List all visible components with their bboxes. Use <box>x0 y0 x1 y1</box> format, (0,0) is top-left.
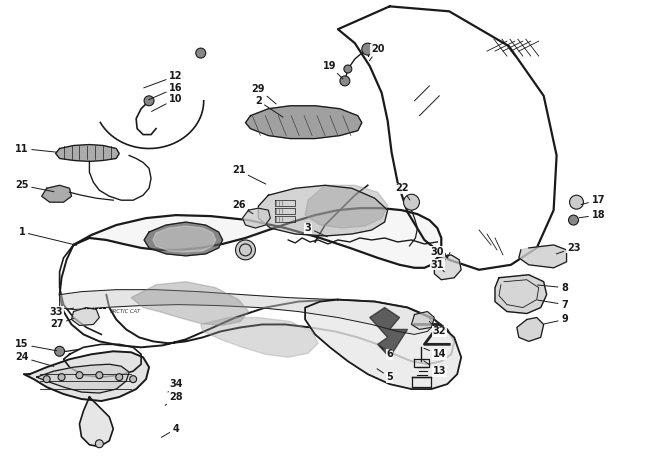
Text: 33: 33 <box>50 306 73 317</box>
Text: 12: 12 <box>144 71 183 88</box>
Polygon shape <box>370 308 408 357</box>
Text: 27: 27 <box>50 318 74 329</box>
Circle shape <box>404 194 419 210</box>
Polygon shape <box>60 290 434 334</box>
Polygon shape <box>79 397 113 447</box>
Text: 16: 16 <box>149 83 183 99</box>
Text: 19: 19 <box>323 61 343 79</box>
Text: 1: 1 <box>18 227 77 245</box>
Text: ARCTIC CAT: ARCTIC CAT <box>109 309 140 314</box>
Circle shape <box>116 374 123 381</box>
Polygon shape <box>434 255 462 280</box>
Polygon shape <box>201 318 318 357</box>
Text: 3: 3 <box>305 223 328 237</box>
Text: 20: 20 <box>369 44 384 61</box>
Text: 22: 22 <box>395 183 410 200</box>
Text: 6: 6 <box>380 346 393 359</box>
Text: 11: 11 <box>15 143 57 154</box>
Text: 2: 2 <box>255 96 283 117</box>
Circle shape <box>362 43 374 55</box>
Circle shape <box>129 375 136 382</box>
Text: 28: 28 <box>165 392 183 405</box>
Circle shape <box>144 96 154 106</box>
Circle shape <box>96 440 103 448</box>
Text: 5: 5 <box>377 369 393 382</box>
Circle shape <box>569 195 584 209</box>
Polygon shape <box>519 245 567 268</box>
Circle shape <box>43 375 50 382</box>
Text: 26: 26 <box>232 200 253 214</box>
Text: 23: 23 <box>556 243 580 254</box>
Circle shape <box>58 374 65 381</box>
Polygon shape <box>42 185 72 202</box>
Circle shape <box>569 215 578 225</box>
Polygon shape <box>24 351 149 401</box>
Text: 29: 29 <box>252 84 276 104</box>
Circle shape <box>55 347 64 356</box>
Circle shape <box>96 372 103 379</box>
Text: 17: 17 <box>581 195 605 205</box>
Polygon shape <box>411 311 434 329</box>
Circle shape <box>196 48 205 58</box>
Text: 31: 31 <box>430 260 445 272</box>
Circle shape <box>340 76 350 86</box>
Circle shape <box>76 372 83 379</box>
Text: 8: 8 <box>538 283 568 293</box>
Polygon shape <box>259 185 387 236</box>
Text: 30: 30 <box>430 247 445 260</box>
Text: 25: 25 <box>15 180 54 191</box>
Polygon shape <box>305 300 462 389</box>
Text: 24: 24 <box>15 352 54 367</box>
Text: 15: 15 <box>15 340 57 351</box>
Polygon shape <box>242 208 270 228</box>
Circle shape <box>344 65 352 73</box>
Text: 14: 14 <box>424 348 446 359</box>
Polygon shape <box>72 308 99 325</box>
Polygon shape <box>517 318 543 341</box>
Text: 13: 13 <box>424 361 446 376</box>
Text: 34: 34 <box>168 379 183 392</box>
Polygon shape <box>36 364 129 393</box>
Polygon shape <box>246 106 362 139</box>
Text: 7: 7 <box>538 299 568 310</box>
Text: 18: 18 <box>579 210 605 220</box>
Polygon shape <box>495 275 547 313</box>
Circle shape <box>235 240 255 260</box>
Text: 10: 10 <box>151 94 183 112</box>
Polygon shape <box>144 222 222 256</box>
Polygon shape <box>131 282 248 325</box>
Text: 9: 9 <box>545 314 568 325</box>
Text: 4: 4 <box>161 424 179 438</box>
Polygon shape <box>305 185 387 228</box>
Polygon shape <box>153 226 216 252</box>
Text: 32: 32 <box>430 321 446 336</box>
Text: 21: 21 <box>232 165 266 184</box>
Polygon shape <box>73 208 441 268</box>
Polygon shape <box>56 144 119 162</box>
